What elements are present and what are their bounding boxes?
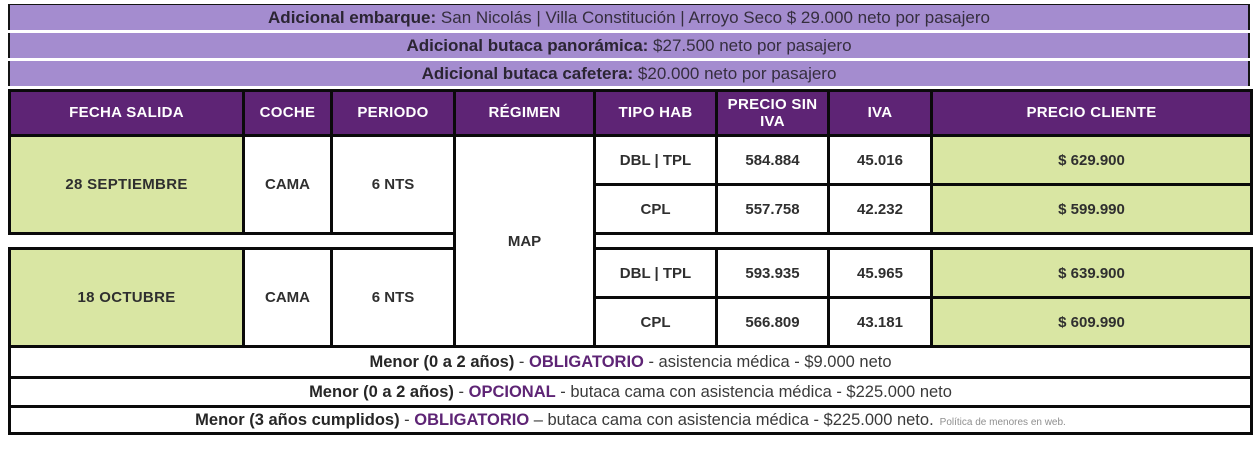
departure-2-periodo-cell: 6 NTS — [330, 247, 456, 348]
departure-1-date-cell: 28 SEPTIEMBRE — [8, 134, 245, 235]
column-header-regimen: RÉGIMEN — [453, 89, 596, 137]
departure-2-precio-sin-iva-dbl-tpl: 593.935 — [715, 247, 830, 299]
adicional-butaca-cafetera-row: Adicional butaca cafetera: $20.000 neto … — [8, 61, 1250, 86]
menor-1-tag: OBLIGATORIO — [529, 352, 644, 371]
column-header-fecha-salida: FECHA SALIDA — [8, 89, 245, 137]
table-header-row: FECHA SALIDA COCHE PERIODO RÉGIMEN TIPO … — [8, 89, 1253, 137]
departure-2-row-cpl: CPL 566.809 43.181 $ 609.990 — [10, 296, 1253, 348]
menor-opcional-text: Menor (0 a 2 años) - OPCIONAL - butaca c… — [8, 376, 1253, 408]
column-header-precio-sin-iva: PRECIO SIN IVA — [715, 89, 830, 137]
adicional-embarque-label: Adicional embarque: — [268, 8, 437, 27]
departure-2-row-dbl-tpl: 18 OCTUBRE CAMA 6 NTS DBL | TPL 593.935 … — [8, 247, 1253, 348]
departure-2-precio-cliente-dbl-tpl: $ 639.900 — [930, 247, 1253, 299]
column-header-tipo-hab: TIPO HAB — [593, 89, 718, 137]
menor-1-sep: - — [514, 352, 529, 371]
departure-2-coche-cell: CAMA — [242, 247, 333, 348]
departure-2-date-cell: 18 OCTUBRE — [8, 247, 245, 348]
menor-3-rest: – butaca cama con asistencia médica - $2… — [529, 410, 934, 429]
column-header-coche: COCHE — [242, 89, 333, 137]
adicional-embarque-row: Adicional embarque: San Nicolás | Villa … — [8, 4, 1250, 30]
menor-2-tag: OPCIONAL — [468, 382, 556, 401]
departure-2-iva-dbl-tpl: 45.965 — [827, 247, 933, 299]
block-separator-left — [9, 232, 455, 250]
menor-1-rest: - asistencia médica - $9.000 neto — [643, 352, 892, 371]
menor-3-prefix: Menor (3 años cumplidos) — [195, 410, 400, 429]
menor-3-tag: OBLIGATORIO — [414, 410, 530, 429]
departure-1-tipo-hab-dbl-tpl: DBL | TPL — [593, 134, 718, 186]
departure-1-tipo-hab-cpl: CPL — [593, 183, 718, 235]
block-separator-row — [9, 232, 1252, 250]
menor-3-anos-text: Menor (3 años cumplidos) - OBLIGATORIO –… — [8, 405, 1253, 435]
departure-2-tipo-hab-dbl-tpl: DBL | TPL — [593, 247, 718, 299]
departure-2-iva-cpl: 43.181 — [827, 296, 933, 348]
regimen-cell: MAP — [453, 134, 596, 348]
departure-1-precio-cliente-dbl-tpl: $ 629.900 — [930, 134, 1253, 186]
price-table: FECHA SALIDA COCHE PERIODO RÉGIMEN TIPO … — [8, 89, 1253, 435]
column-header-periodo: PERIODO — [330, 89, 456, 137]
menor-2-sep: - — [453, 382, 469, 401]
menor-obligatorio-row: Menor (0 a 2 años) - OBLIGATORIO - asist… — [8, 345, 1253, 379]
menor-opcional-row: Menor (0 a 2 años) - OPCIONAL - butaca c… — [8, 376, 1253, 408]
departure-2-precio-sin-iva-cpl: 566.809 — [715, 296, 830, 348]
departure-1-coche-cell: CAMA — [242, 134, 333, 235]
departure-1-iva-cpl: 42.232 — [827, 183, 933, 235]
menor-2-prefix: Menor (0 a 2 años) — [309, 382, 454, 401]
menores-web-policy-note: Política de menores en web. — [939, 416, 1066, 428]
adicional-butaca-cafetera-label: Adicional butaca cafetera: — [421, 64, 634, 83]
adicional-butaca-panoramica-row: Adicional butaca panorámica: $27.500 net… — [8, 33, 1250, 58]
price-sheet: Adicional embarque: San Nicolás | Villa … — [8, 4, 1253, 435]
departure-1-row-cpl: CPL 557.758 42.232 $ 599.990 — [10, 183, 1253, 235]
menor-2-rest: - butaca cama con asistencia médica - $2… — [555, 382, 952, 401]
block-separator-right — [594, 232, 1252, 250]
menor-obligatorio-text: Menor (0 a 2 años) - OBLIGATORIO - asist… — [8, 345, 1253, 379]
column-header-iva: IVA — [827, 89, 933, 137]
departure-1-precio-sin-iva-cpl: 557.758 — [715, 183, 830, 235]
adicional-butaca-cafetera-text: $20.000 neto por pasajero — [633, 64, 837, 83]
departure-2-precio-cliente-cpl: $ 609.990 — [930, 296, 1253, 348]
departure-1-iva-dbl-tpl: 45.016 — [827, 134, 933, 186]
adicional-butaca-panoramica-label: Adicional butaca panorámica: — [406, 36, 649, 55]
departure-1-row-dbl-tpl: 28 SEPTIEMBRE CAMA 6 NTS MAP DBL | TPL 5… — [8, 134, 1253, 348]
departure-1-precio-cliente-cpl: $ 599.990 — [930, 183, 1253, 235]
column-header-precio-cliente: PRECIO CLIENTE — [930, 89, 1253, 137]
departure-2-tipo-hab-cpl: CPL — [593, 296, 718, 348]
departure-1-precio-sin-iva-dbl-tpl: 584.884 — [715, 134, 830, 186]
adicional-embarque-text: San Nicolás | Villa Constitución | Arroy… — [436, 8, 990, 27]
adicional-butaca-panoramica-text: $27.500 neto por pasajero — [648, 36, 852, 55]
departure-1-periodo-cell: 6 NTS — [330, 134, 456, 235]
menor-3-anos-row: Menor (3 años cumplidos) - OBLIGATORIO –… — [8, 405, 1253, 435]
menor-3-sep: - — [399, 410, 415, 429]
menor-1-prefix: Menor (0 a 2 años) — [369, 352, 515, 371]
